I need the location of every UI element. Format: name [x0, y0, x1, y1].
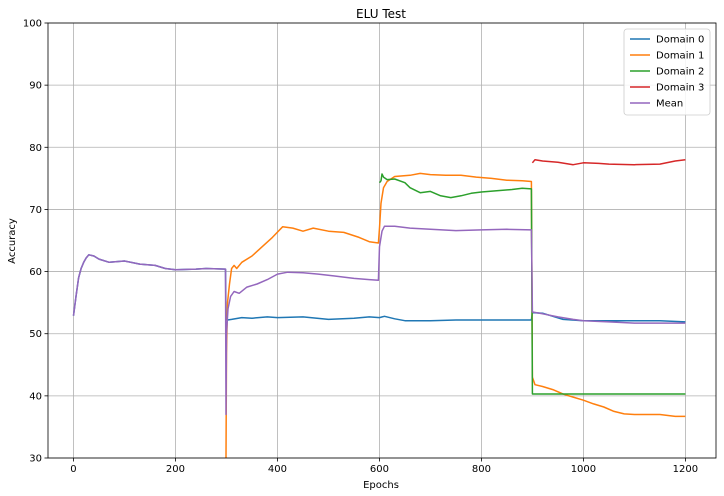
series-line-mean	[72, 225, 686, 416]
legend-entry: Domain 2	[656, 67, 704, 78]
x-tick-label: 400	[268, 464, 287, 475]
legend: Domain 0 Domain 1 Domain 2 Domain 3 Mean	[623, 28, 711, 116]
series-lines	[72, 158, 686, 459]
y-tick-label: 40	[29, 391, 42, 402]
plot-frame	[47, 22, 717, 459]
x-tick-label: 0	[70, 464, 76, 475]
legend-entry: Mean	[656, 99, 683, 110]
x-axis-ticks: 0 200 400 600 800 1000 1200	[70, 458, 698, 475]
x-axis-label: Epochs	[363, 480, 399, 491]
y-tick-label: 80	[29, 143, 42, 154]
x-tick-label: 600	[370, 464, 389, 475]
x-tick-label: 1200	[673, 464, 698, 475]
y-tick-label: 100	[23, 19, 42, 30]
legend-box	[623, 28, 711, 116]
x-tick-label: 800	[472, 464, 491, 475]
legend-entry: Domain 1	[656, 51, 704, 62]
y-tick-label: 30	[29, 454, 42, 465]
y-tick-label: 70	[29, 205, 42, 216]
y-tick-label: 60	[29, 267, 42, 278]
legend-entry: Domain 0	[656, 35, 704, 46]
x-tick-label: 1000	[571, 464, 596, 475]
series-line-domain-1	[225, 172, 686, 459]
series-line-domain-2	[378, 173, 686, 395]
legend-entry: Domain 3	[656, 83, 704, 94]
y-axis-ticks: 30 40 50 60 70 80 90 100	[23, 19, 48, 465]
x-tick-label: 200	[166, 464, 185, 475]
y-tick-label: 50	[29, 329, 42, 340]
y-axis-label: Accuracy	[7, 218, 18, 264]
chart-title: ELU Test	[356, 7, 406, 21]
y-tick-label: 90	[29, 81, 42, 92]
series-line-domain-3	[531, 158, 686, 166]
grid-lines	[48, 22, 716, 459]
